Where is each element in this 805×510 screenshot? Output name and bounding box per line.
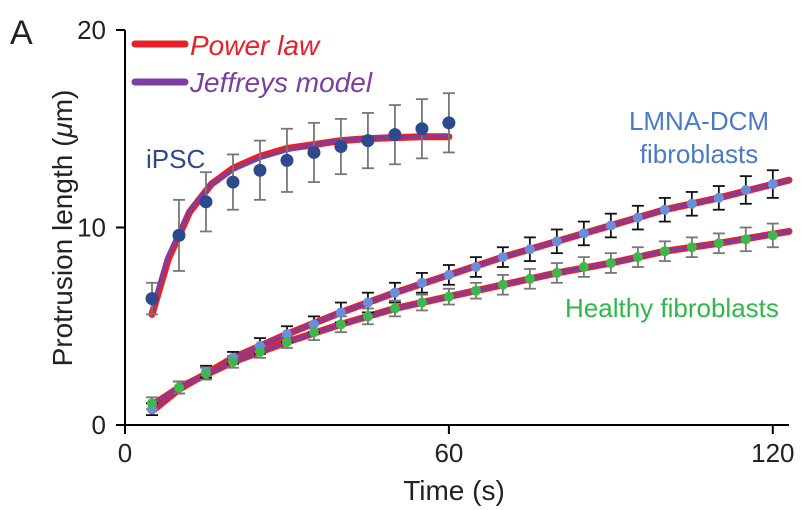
data-point-ipsc-10 [415, 122, 429, 136]
data-point-ipsc-9 [388, 128, 402, 142]
series-label-ipsc: iPSC [146, 144, 205, 174]
data-point-lmna-dcm-fibroblasts-11 [443, 269, 454, 280]
series-label-ipsc-line-1: iPSC [146, 144, 205, 174]
data-point-healthy-fibroblasts-23 [767, 230, 778, 241]
data-point-healthy-fibroblasts-10 [416, 297, 427, 308]
data-point-lmna-dcm-fibroblasts-15 [551, 236, 562, 247]
data-point-healthy-fibroblasts-20 [686, 242, 697, 253]
data-point-ipsc-2 [199, 195, 213, 209]
y-tick-label-0: 0 [92, 410, 106, 440]
y-tick-label-20: 20 [77, 15, 106, 45]
data-point-healthy-fibroblasts-7 [335, 319, 346, 330]
x-axis-label: Time (s) [403, 475, 505, 506]
data-point-healthy-fibroblasts-16 [578, 262, 589, 272]
data-point-lmna-dcm-fibroblasts-7 [335, 307, 346, 318]
data-point-healthy-fibroblasts-2 [200, 368, 211, 379]
data-point-ipsc-11 [442, 116, 456, 130]
data-point-healthy-fibroblasts-0 [146, 398, 157, 409]
data-point-healthy-fibroblasts-5 [281, 337, 292, 348]
panel-label: A [10, 14, 33, 52]
y-axis-label-suffix: m) [47, 90, 78, 123]
data-point-ipsc-7 [334, 140, 348, 154]
series-label-healthy-line-1: Healthy fibroblasts [565, 293, 779, 323]
data-point-lmna-dcm-fibroblasts-21 [713, 192, 724, 203]
legend: Power law Jeffreys model [131, 30, 373, 98]
data-point-healthy-fibroblasts-18 [632, 252, 643, 263]
data-point-healthy-fibroblasts-12 [470, 285, 481, 296]
data-point-lmna-dcm-fibroblasts-16 [578, 228, 589, 239]
data-point-healthy-fibroblasts-15 [551, 267, 562, 278]
data-point-healthy-fibroblasts-6 [308, 327, 319, 338]
data-point-lmna-dcm-fibroblasts-8 [362, 297, 373, 308]
y-tick-label-10: 10 [77, 213, 106, 243]
fit-curves [148, 133, 793, 415]
y-axis-label-mu: μ [47, 122, 78, 138]
data-point-healthy-fibroblasts-8 [362, 311, 373, 322]
series-label-lmna-dcm: LMNA-DCM fibroblasts [629, 106, 769, 169]
series-label-lmna-dcm-line-1: LMNA-DCM [629, 106, 769, 136]
data-point-healthy-fibroblasts-9 [389, 303, 400, 314]
data-point-lmna-dcm-fibroblasts-6 [308, 319, 319, 330]
data-point-ipsc-0 [145, 292, 159, 306]
data-point-healthy-fibroblasts-19 [659, 246, 670, 257]
data-point-lmna-dcm-fibroblasts-22 [740, 184, 751, 195]
data-point-lmna-dcm-fibroblasts-17 [605, 220, 616, 231]
y-axis-label: Protrusion length (μm) [47, 90, 78, 367]
y-axis-label-prefix: Protrusion length ( [47, 137, 78, 366]
data-point-lmna-dcm-fibroblasts-20 [686, 198, 697, 209]
data-points [145, 116, 778, 415]
legend-label-power-law: Power law [190, 30, 321, 61]
data-point-healthy-fibroblasts-22 [740, 234, 751, 245]
data-point-healthy-fibroblasts-3 [227, 356, 238, 367]
data-point-lmna-dcm-fibroblasts-9 [389, 287, 400, 298]
series-label-healthy: Healthy fibroblasts [565, 293, 779, 323]
data-point-healthy-fibroblasts-14 [524, 273, 535, 284]
data-point-healthy-fibroblasts-1 [173, 382, 184, 393]
x-tick-label-60: 60 [434, 438, 463, 468]
x-tick-label-0: 0 [118, 438, 132, 468]
data-point-healthy-fibroblasts-17 [605, 258, 616, 269]
data-point-ipsc-6 [307, 145, 321, 159]
data-point-lmna-dcm-fibroblasts-13 [497, 252, 508, 263]
data-point-healthy-fibroblasts-13 [497, 279, 508, 290]
data-point-healthy-fibroblasts-21 [713, 238, 724, 249]
x-tick-label-120: 120 [751, 438, 794, 468]
data-point-lmna-dcm-fibroblasts-23 [767, 179, 778, 190]
legend-label-jeffreys-model: Jeffreys model [189, 67, 373, 98]
data-point-ipsc-4 [253, 163, 267, 177]
data-point-lmna-dcm-fibroblasts-14 [524, 244, 535, 255]
data-point-ipsc-1 [172, 228, 186, 242]
data-point-ipsc-8 [361, 134, 375, 148]
axis-ticks: 0 60 120 0 10 20 [77, 15, 794, 468]
data-point-lmna-dcm-fibroblasts-19 [659, 204, 670, 215]
data-point-lmna-dcm-fibroblasts-12 [470, 262, 481, 272]
data-point-ipsc-5 [280, 153, 294, 167]
series-label-lmna-dcm-line-2: fibroblasts [640, 139, 759, 169]
data-point-healthy-fibroblasts-11 [443, 291, 454, 302]
data-point-lmna-dcm-fibroblasts-10 [416, 277, 427, 288]
data-point-healthy-fibroblasts-4 [254, 346, 265, 357]
data-point-lmna-dcm-fibroblasts-5 [281, 329, 292, 340]
data-point-ipsc-3 [226, 175, 240, 189]
data-point-lmna-dcm-fibroblasts-18 [632, 212, 643, 223]
